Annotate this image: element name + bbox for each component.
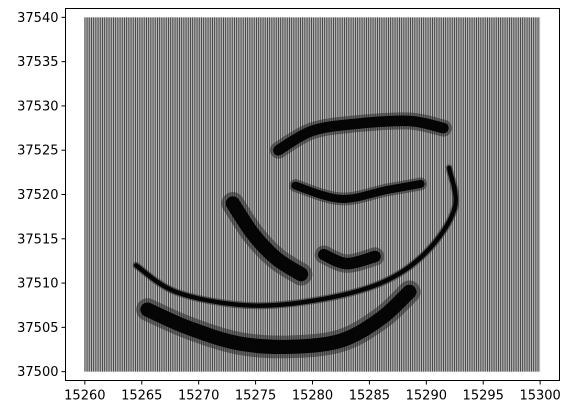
feature-middle-arm [291, 179, 425, 203]
y-tick-label: 37515 [17, 232, 58, 247]
feature-lower-spiral-band [140, 284, 417, 355]
y-tick-label: 37500 [17, 365, 58, 380]
y-tick-label: 37525 [17, 144, 58, 159]
x-tick-label: 15285 [349, 389, 390, 404]
feature-upper-arc [273, 115, 449, 156]
dark-features [132, 112, 460, 359]
x-tick-label: 15290 [406, 389, 447, 404]
x-tick-label: 15265 [121, 389, 162, 404]
feature-central-core [318, 248, 381, 270]
x-tick-label: 15270 [178, 389, 219, 404]
feature-outer-ring [133, 165, 458, 308]
y-tick-label: 37520 [17, 188, 58, 203]
x-tick-label: 15275 [235, 389, 276, 404]
x-tick-label: 15260 [64, 389, 105, 404]
y-tick-label: 37505 [17, 321, 58, 336]
y-tick-label: 37535 [17, 55, 58, 70]
feature-left-diagonal-band [225, 196, 309, 282]
y-tick-label: 37540 [17, 11, 58, 26]
y-tick-label: 37530 [17, 99, 58, 114]
x-tick-label: 15280 [292, 389, 333, 404]
x-tick-label: 15295 [463, 389, 504, 404]
y-tick-label: 37510 [17, 277, 58, 292]
axis-ticks: 15260 15265 15270 15275 15280 15285 15290 15295… [17, 11, 561, 404]
x-tick-label: 15300 [519, 389, 560, 404]
